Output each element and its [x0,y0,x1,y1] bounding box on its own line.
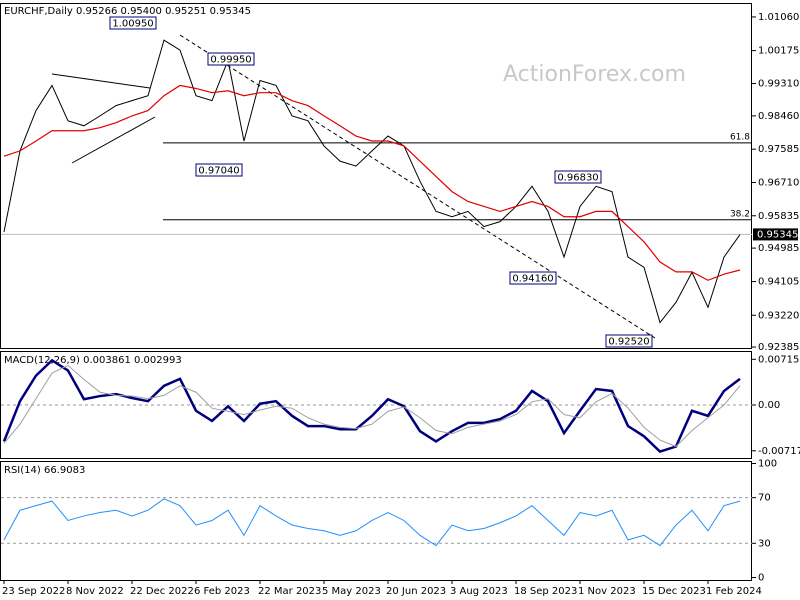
y-tick-label: 0.97585 [758,144,799,155]
x-tick-label: 22 Mar 2023 [258,586,321,597]
fib-label: 61.8 [730,132,750,142]
y-tick-label: 0.99310 [758,79,799,90]
y-tick-label: 0.007159 [758,354,800,365]
annotation-box [195,163,243,177]
y-tick-label: 0.96710 [758,177,799,188]
series-line [3,84,741,281]
annotation-box [207,52,255,66]
price-panel [0,3,752,349]
annotation-box [605,334,653,348]
annotation-box [554,170,602,184]
watermark: ActionForex.com [503,62,686,87]
last-price-tag [753,228,798,241]
annotation-box [109,16,157,30]
y-tick-label: 0.94105 [758,277,799,288]
rsi-panel [0,461,752,581]
series-line [3,498,741,547]
annotation: 0.92520 [608,337,649,348]
y-tick-label: 0.95835 [758,211,799,222]
x-tick-label: 23 Sep 2022 [2,586,65,597]
y-tick-label: 100 [758,458,777,469]
annotation: 0.99950 [210,55,251,66]
series-line [2,358,741,454]
y-tick-label: 0 [758,572,764,583]
x-tick-label: 6 Feb 2023 [194,586,250,597]
x-tick-label: 1 Feb 2024 [706,586,762,597]
annotation-box [509,271,557,285]
y-tick-label: 0.00 [758,400,780,411]
last-price-label: 0.95345 [757,229,798,240]
x-tick-label: 15 Dec 2023 [642,586,706,597]
triangle-upper [51,73,151,89]
y-tick-label: 1.00175 [758,46,799,57]
y-tick-label: 70 [758,493,771,504]
y-tick-label: -0.007173 [758,446,800,457]
y-tick-label: 0.94985 [758,243,799,254]
y-tick-label: 30 [758,538,771,549]
annotation: 0.96830 [557,173,598,184]
series-line [3,364,741,448]
y-tick-label: 0.98460 [758,111,799,122]
panel-title: RSI(14) 66.9083 [4,465,85,476]
x-tick-label: 18 Sep 2023 [514,586,577,597]
x-tick-label: 1 Nov 2023 [578,586,636,597]
x-tick-label: 8 Nov 2022 [66,586,124,597]
fib-label: 38.2 [730,209,750,219]
x-tick-label: 20 Jun 2023 [386,586,446,597]
y-tick-label: 1.01060 [758,12,799,23]
annotation: 0.94160 [512,274,553,285]
x-tick-label: 3 Aug 2023 [450,586,508,597]
y-tick-label: 0.92385 [758,342,799,353]
y-tick-label: 0.93220 [758,310,799,321]
annotation: 1.00950 [112,19,153,30]
panel-title: MACD(12,26,9) 0.003861 0.002993 [4,355,182,366]
x-tick-label: 22 Dec 2022 [130,586,194,597]
annotation: 0.97040 [198,166,239,177]
series-line [3,39,741,324]
header: EURCHF,Daily 0.95266 0.95400 0.95251 0.9… [4,6,251,17]
x-tick-label: 5 May 2023 [322,586,381,597]
triangle-lower [71,116,156,164]
